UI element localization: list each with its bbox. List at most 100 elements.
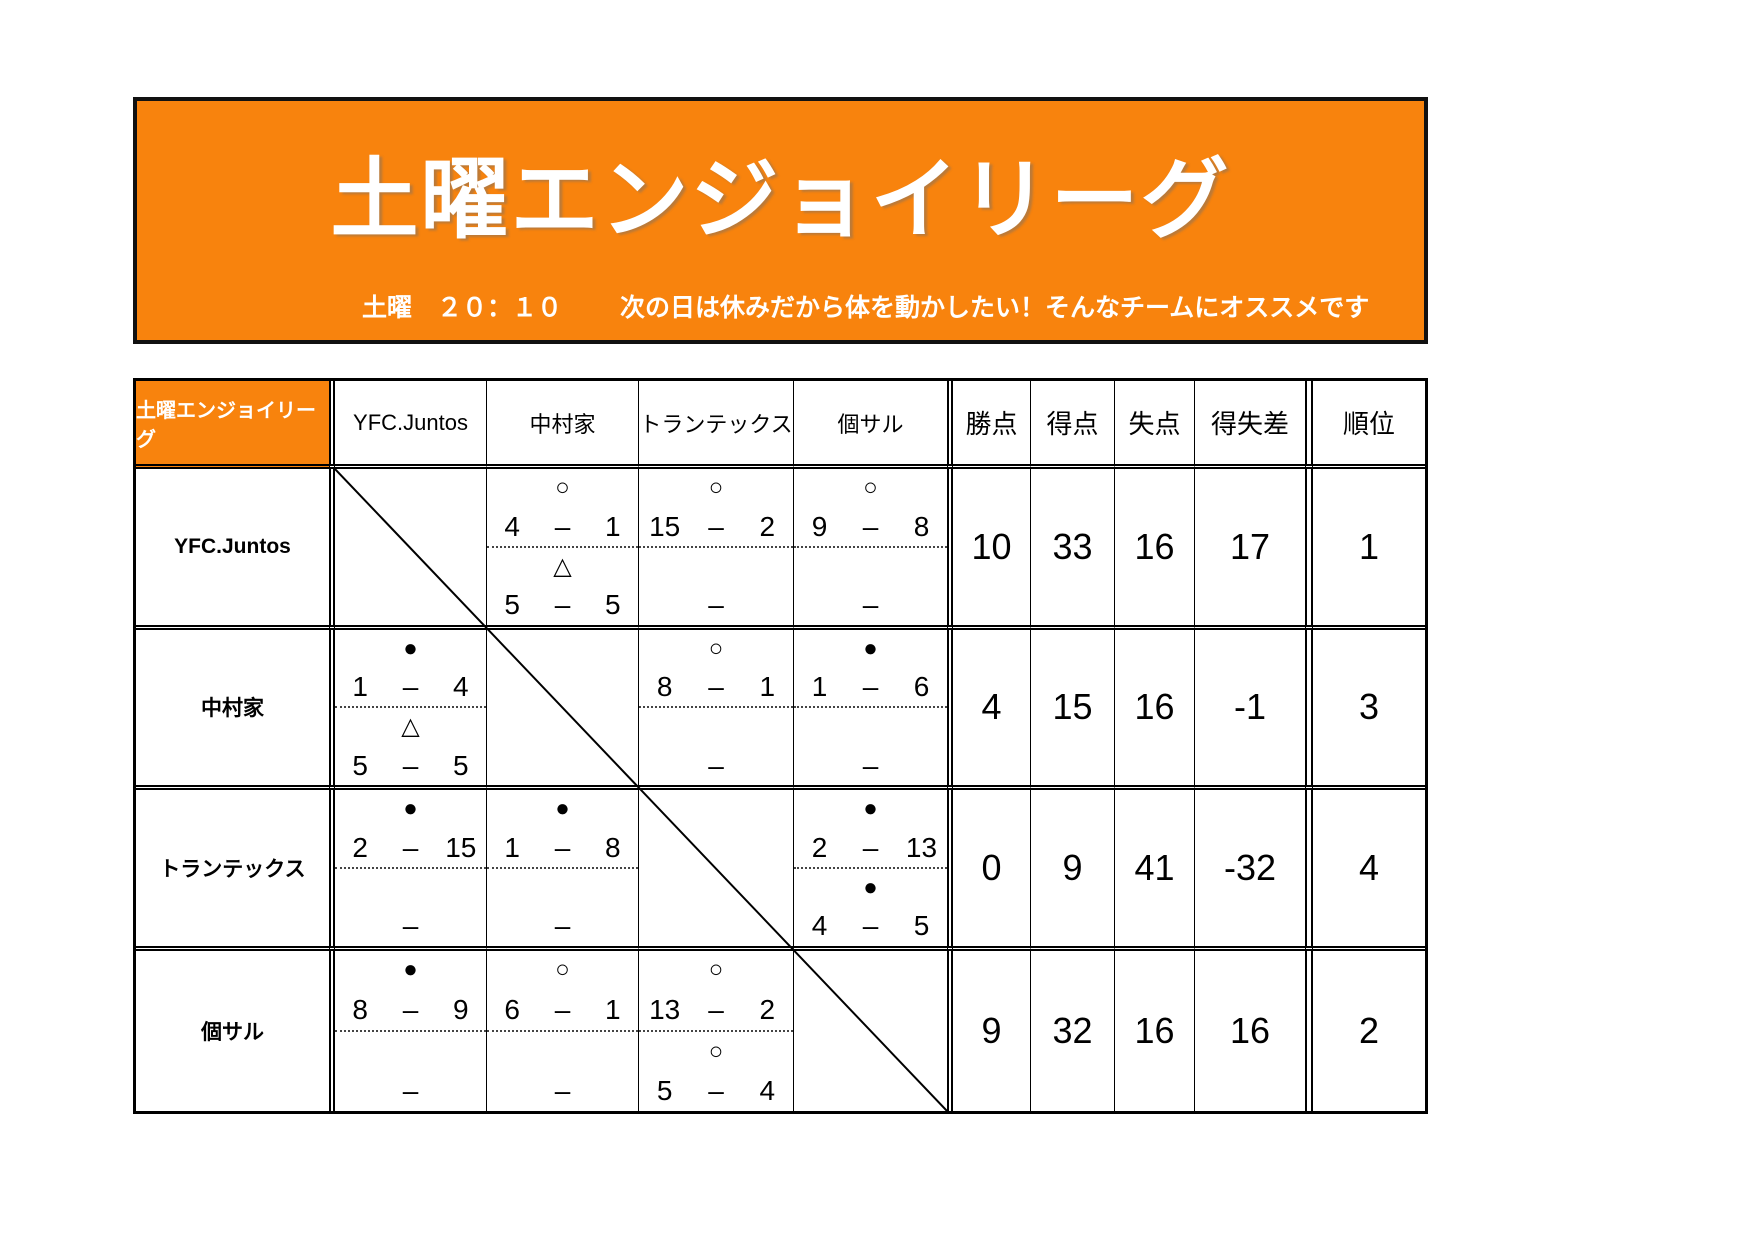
header-goal-diff: 得失差 bbox=[1195, 381, 1305, 469]
score-dash: – bbox=[554, 831, 571, 863]
stat-goals-for: 15 bbox=[1031, 629, 1115, 790]
league-tagline: 次の日は休みだから体を動かしたい！そんなチームにオススメです bbox=[620, 294, 1370, 322]
double-separator bbox=[329, 790, 335, 951]
match-2: △ 5 – 5 bbox=[487, 545, 638, 625]
match-2: – bbox=[487, 866, 638, 946]
result-symbol: ○ bbox=[555, 474, 570, 502]
match-cell-kosaru-vs-nakamuraya: ○ 6 – 1 – bbox=[487, 950, 639, 1111]
match-1: ○ 8 – 1 bbox=[639, 630, 793, 707]
match-cell-yfc-vs-nakamuraya: ○ 4 – 1 △ 5 – 5 bbox=[487, 469, 639, 630]
match-cell-nakamuraya-vs-kosaru: ● 1 – 6 – bbox=[794, 630, 947, 790]
stat-goals-against: 16 bbox=[1115, 950, 1195, 1111]
col-header-trantex: トランテックス bbox=[639, 381, 794, 469]
stat-goal-diff: -1 bbox=[1195, 630, 1305, 790]
match-score: 15– 2 bbox=[639, 507, 793, 545]
double-separator bbox=[1305, 950, 1313, 1111]
league-table: 土曜エンジョイリーグ YFC.Juntos 中村家 トランテックス 個サル 勝点… bbox=[133, 378, 1428, 1114]
match-score: 1 – 6 bbox=[794, 668, 947, 706]
match-1: ○ 6 – 1 bbox=[487, 951, 638, 1030]
diagonal-cell bbox=[639, 790, 794, 951]
stat-goals-for: 32 bbox=[1031, 950, 1115, 1111]
stat-rank: 1 bbox=[1313, 469, 1425, 630]
score-home: 5 bbox=[504, 589, 520, 621]
score-dash: – bbox=[708, 510, 724, 542]
stat-goal-diff: 16 bbox=[1229, 1009, 1271, 1051]
score-away: 8 bbox=[605, 831, 621, 863]
double-separator bbox=[947, 381, 953, 469]
stat-goals-against: 16 bbox=[1115, 469, 1195, 630]
score-away: 5 bbox=[453, 749, 469, 781]
score-dash: – bbox=[708, 749, 724, 781]
match-1: ● 1 – 4 bbox=[335, 630, 486, 707]
col-header-yfcjuntos: YFC.Juntos bbox=[335, 381, 487, 469]
result-symbol bbox=[487, 1032, 638, 1072]
match-score: 2 –13 bbox=[794, 828, 947, 866]
match-score: 13– 2 bbox=[639, 990, 793, 1030]
result-symbol: ● bbox=[403, 634, 418, 662]
result-symbol: ● bbox=[403, 956, 418, 984]
stat-goal-diff: 17 bbox=[1195, 469, 1305, 630]
match-cell-kosaru-vs-yfc: ● 8 – 9 – bbox=[335, 950, 487, 1111]
double-separator bbox=[947, 790, 953, 951]
stat-goals-for: 9 bbox=[1031, 790, 1115, 951]
row-team-yfcjuntos: YFC.Juntos bbox=[136, 469, 329, 630]
result-symbol: ● bbox=[863, 634, 878, 662]
corner-header: 土曜エンジョイリーグ bbox=[136, 381, 329, 469]
stat-goal-diff: -32 bbox=[1195, 790, 1305, 951]
match-score: 8 – 1 bbox=[639, 668, 793, 706]
stat-rank: 4 bbox=[1313, 790, 1425, 951]
league-schedule: 土曜 ２０：１０ bbox=[362, 294, 563, 322]
score-away: 1 bbox=[605, 510, 621, 542]
double-separator bbox=[947, 629, 953, 790]
row-team-kosaru: 個サル bbox=[201, 1020, 264, 1044]
header-goals-for: 得点 bbox=[1031, 381, 1115, 469]
score-dash: – bbox=[862, 510, 879, 542]
match-score: – bbox=[639, 586, 793, 624]
match-score: – bbox=[487, 907, 638, 945]
score-dash: – bbox=[708, 993, 724, 1025]
score-home: 1 bbox=[352, 671, 368, 703]
result-symbol: △ bbox=[553, 552, 572, 580]
result-symbol: ● bbox=[863, 795, 878, 823]
match-score: 4 – 5 bbox=[794, 907, 947, 945]
match-score: – bbox=[794, 586, 947, 624]
result-symbol: ● bbox=[863, 873, 878, 901]
result-symbol: ○ bbox=[708, 1037, 724, 1065]
match-score: 5 – 5 bbox=[487, 586, 638, 624]
score-away: 5 bbox=[913, 910, 930, 942]
match-score: – bbox=[639, 747, 793, 785]
score-dash: – bbox=[402, 671, 419, 703]
match-2: ○ 5 – 4 bbox=[639, 1029, 793, 1111]
score-home: 6 bbox=[504, 993, 520, 1025]
match-score: 5 – 4 bbox=[639, 1071, 793, 1111]
score-dash: – bbox=[554, 1075, 571, 1107]
score-home: 5 bbox=[352, 749, 368, 781]
match-cell-yfc-vs-trantex: ○ 15–2 – bbox=[639, 469, 794, 630]
result-symbol bbox=[335, 1032, 486, 1072]
col-header-nakamuraya: 中村家 bbox=[487, 381, 639, 469]
header-goals-against: 失点 bbox=[1115, 381, 1195, 469]
score-home: 9 bbox=[811, 510, 828, 542]
double-separator bbox=[1305, 629, 1313, 790]
score-dash: – bbox=[862, 831, 879, 863]
diagonal-cell bbox=[335, 469, 487, 630]
match-1: ○ 13– 2 bbox=[639, 951, 793, 1030]
result-symbol: ○ bbox=[555, 956, 570, 984]
league-banner: 土曜エンジョイリーグ 土曜 ２０：１０ 次の日は休みだから体を動かしたい！そんな… bbox=[133, 97, 1428, 344]
match-cell-nakamuraya-vs-trantex: ○ 8 – 1 – bbox=[639, 629, 794, 790]
header-rank: 順位 bbox=[1313, 381, 1425, 469]
score-home: 2 bbox=[811, 831, 828, 863]
result-symbol: △ bbox=[401, 713, 420, 741]
result-symbol bbox=[794, 708, 947, 746]
match-2: △ 5 – 5 bbox=[335, 706, 486, 785]
league-subtitle: 土曜 ２０：１０ 次の日は休みだから体を動かしたい！そんなチームにオススメです bbox=[137, 288, 1424, 340]
score-away: 13 bbox=[905, 831, 938, 863]
result-symbol bbox=[639, 708, 793, 746]
match-score: 4 – 1 bbox=[487, 507, 638, 545]
score-home: 15 bbox=[649, 510, 681, 542]
double-separator bbox=[329, 469, 335, 630]
result-symbol bbox=[335, 869, 486, 907]
double-separator bbox=[947, 950, 953, 1111]
score-dash: – bbox=[402, 749, 419, 781]
result-symbol: ○ bbox=[708, 474, 724, 502]
